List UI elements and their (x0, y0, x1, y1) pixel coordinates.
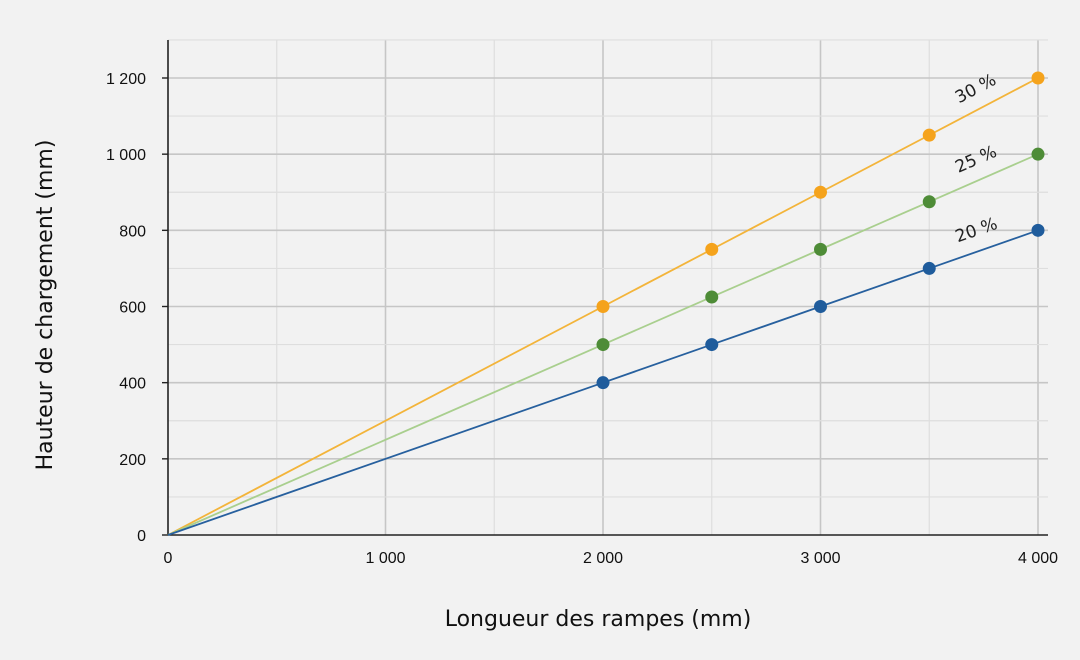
grid (168, 39, 1048, 535)
y-tick-label: 1 200 (106, 71, 146, 88)
data-point (596, 338, 610, 352)
x-tick-label: 4 000 (1018, 550, 1058, 567)
y-tick-label: 800 (119, 223, 146, 240)
y-tick-label: 0 (137, 528, 146, 545)
y-tick-label: 1 000 (106, 147, 146, 164)
y-tick-label: 400 (119, 376, 146, 393)
data-point (922, 261, 936, 275)
data-point (814, 242, 827, 256)
data-point (705, 242, 719, 256)
data-point (1031, 223, 1045, 237)
x-tick-label: 0 (164, 550, 173, 567)
data-point (922, 195, 936, 209)
x-tick-label: 3 000 (800, 550, 840, 567)
data-point (814, 300, 827, 313)
tick-labels: 0 200 400 600 800 1 000 1 200 0 1 000 2 000 3 000 4… (106, 71, 1058, 567)
x-axis-title: Longueur des rampes (mm) (445, 607, 752, 632)
data-point (596, 300, 610, 313)
series-lines (167, 77, 1039, 536)
series-line (167, 153, 1039, 536)
data-point (1031, 71, 1045, 85)
data-point (922, 128, 936, 142)
y-axis-title: Hauteur de chargement (mm) (33, 140, 58, 471)
plot-area (168, 40, 1048, 535)
y-tick-label: 200 (119, 452, 146, 469)
data-point (596, 376, 610, 390)
data-point (705, 338, 719, 352)
data-point (705, 290, 719, 304)
data-point (1031, 147, 1045, 161)
x-tick-label: 2 000 (583, 550, 623, 567)
series-line (167, 77, 1039, 536)
axes (162, 40, 1048, 536)
y-tick-label: 600 (119, 300, 146, 317)
x-tick-label: 1 000 (365, 550, 405, 567)
series-markers (596, 71, 1045, 390)
data-point (814, 185, 827, 199)
series-line (167, 229, 1039, 536)
